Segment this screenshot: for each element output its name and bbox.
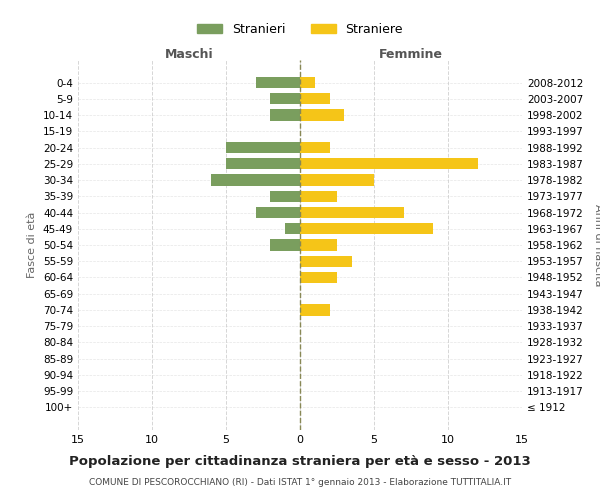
Bar [300, 110, 344, 120]
Bar [271, 93, 300, 104]
Y-axis label: Fasce di età: Fasce di età [28, 212, 37, 278]
Bar [256, 207, 300, 218]
Text: Popolazione per cittadinanza straniera per età e sesso - 2013: Popolazione per cittadinanza straniera p… [69, 455, 531, 468]
Text: COMUNE DI PESCOROCCHIANO (RI) - Dati ISTAT 1° gennaio 2013 - Elaborazione TUTTIT: COMUNE DI PESCOROCCHIANO (RI) - Dati IST… [89, 478, 511, 487]
Bar [300, 93, 329, 104]
Bar [300, 174, 374, 186]
Bar [300, 304, 329, 316]
Bar [300, 223, 433, 234]
Bar [300, 256, 352, 267]
Text: Maschi: Maschi [164, 48, 214, 62]
Bar [300, 272, 337, 283]
Bar [271, 190, 300, 202]
Bar [300, 77, 315, 88]
Bar [256, 77, 300, 88]
Bar [300, 158, 478, 170]
Bar [285, 223, 300, 234]
Bar [271, 240, 300, 250]
Bar [211, 174, 300, 186]
Legend: Stranieri, Straniere: Stranieri, Straniere [192, 18, 408, 41]
Bar [226, 142, 300, 153]
Bar [300, 190, 337, 202]
Y-axis label: Anni di nascita: Anni di nascita [593, 204, 600, 286]
Text: Femmine: Femmine [379, 48, 443, 62]
Bar [226, 158, 300, 170]
Bar [300, 207, 404, 218]
Bar [300, 142, 329, 153]
Bar [271, 110, 300, 120]
Bar [300, 240, 337, 250]
